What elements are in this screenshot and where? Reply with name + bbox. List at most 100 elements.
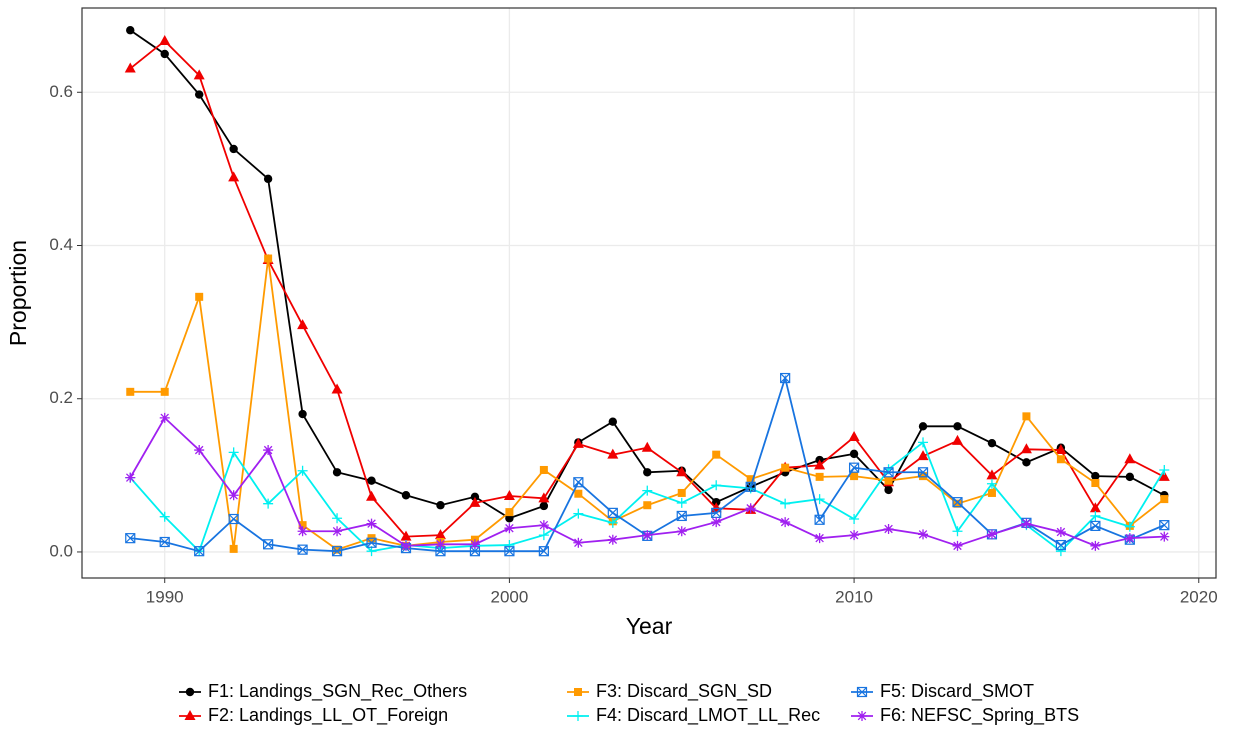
marker (746, 475, 755, 484)
marker (469, 496, 481, 507)
marker (1158, 470, 1170, 481)
marker (952, 540, 963, 551)
marker (367, 476, 376, 485)
marker (332, 468, 342, 477)
marker (608, 417, 618, 426)
marker (1021, 518, 1032, 529)
marker (159, 536, 170, 548)
marker (469, 539, 480, 550)
marker (607, 448, 619, 459)
marker (538, 546, 549, 557)
marker (436, 501, 445, 510)
marker (333, 545, 342, 554)
marker (917, 450, 929, 461)
marker (1159, 531, 1170, 542)
marker (263, 445, 274, 456)
x-tick-label: 2010 (835, 587, 873, 606)
marker (574, 688, 582, 696)
marker (953, 499, 962, 508)
marker (1124, 533, 1135, 544)
marker (884, 476, 893, 485)
marker (504, 546, 515, 557)
marker (642, 485, 653, 496)
marker (435, 539, 446, 550)
series (124, 34, 1170, 541)
series (125, 412, 1170, 551)
marker (228, 513, 239, 525)
marker (780, 517, 791, 528)
marker (1091, 471, 1100, 481)
marker (298, 409, 307, 419)
marker (297, 526, 308, 537)
marker (159, 511, 170, 522)
marker (1089, 502, 1101, 513)
marker (264, 254, 273, 263)
marker (160, 387, 169, 396)
marker (677, 488, 686, 497)
legend-item: F5: Discard_SMOT (851, 681, 1034, 702)
marker (814, 533, 825, 544)
series (126, 26, 1169, 523)
marker (607, 507, 618, 518)
marker (1055, 539, 1066, 551)
legend-item: F1: Landings_SGN_Rec_Others (179, 681, 467, 702)
marker (676, 466, 688, 477)
marker (263, 498, 274, 509)
marker (1159, 464, 1170, 475)
marker (745, 503, 756, 514)
marker (504, 540, 515, 551)
legend-label: F3: Discard_SGN_SD (596, 681, 772, 702)
marker (193, 69, 205, 80)
marker (572, 437, 584, 448)
marker (574, 489, 583, 498)
marker (297, 319, 309, 330)
marker (642, 530, 653, 541)
y-tick-label: 0.0 (49, 541, 73, 560)
marker (298, 521, 307, 530)
marker (229, 144, 238, 154)
legend-label: F1: Landings_SGN_Rec_Others (208, 681, 467, 702)
marker (1022, 458, 1031, 467)
marker (1055, 527, 1066, 538)
legend-label: F6: NEFSC_Spring_BTS (880, 705, 1079, 726)
legend-label: F2: Landings_LL_OT_Foreign (208, 705, 448, 726)
marker (918, 529, 929, 540)
marker (185, 687, 195, 697)
marker (884, 485, 893, 495)
marker (126, 387, 135, 396)
marker (711, 517, 722, 528)
x-tick-label: 2020 (1180, 587, 1218, 606)
marker (539, 501, 549, 511)
marker (1124, 453, 1136, 464)
marker (538, 520, 549, 531)
marker (676, 497, 687, 508)
marker (987, 438, 997, 448)
marker (1090, 520, 1101, 532)
marker (883, 467, 894, 478)
marker (986, 478, 997, 489)
legend-label: F5: Discard_SMOT (880, 681, 1034, 702)
marker (160, 49, 169, 59)
marker (125, 472, 136, 483)
marker (366, 537, 377, 548)
marker (814, 494, 825, 505)
plot-panel (82, 8, 1216, 578)
marker (229, 544, 238, 553)
marker (857, 711, 867, 721)
x-axis-title: Year (626, 613, 673, 639)
marker (573, 508, 584, 519)
marker (815, 472, 824, 481)
marker (1160, 495, 1169, 504)
marker (918, 437, 929, 448)
marker (1091, 479, 1100, 487)
y-tick-label: 0.2 (49, 388, 73, 407)
marker (1055, 444, 1067, 455)
marker (539, 465, 548, 474)
marker (643, 501, 652, 510)
marker (952, 526, 963, 537)
grid (82, 8, 1216, 578)
marker (780, 372, 791, 384)
marker (505, 508, 514, 517)
marker (986, 529, 997, 540)
marker (1020, 443, 1032, 454)
